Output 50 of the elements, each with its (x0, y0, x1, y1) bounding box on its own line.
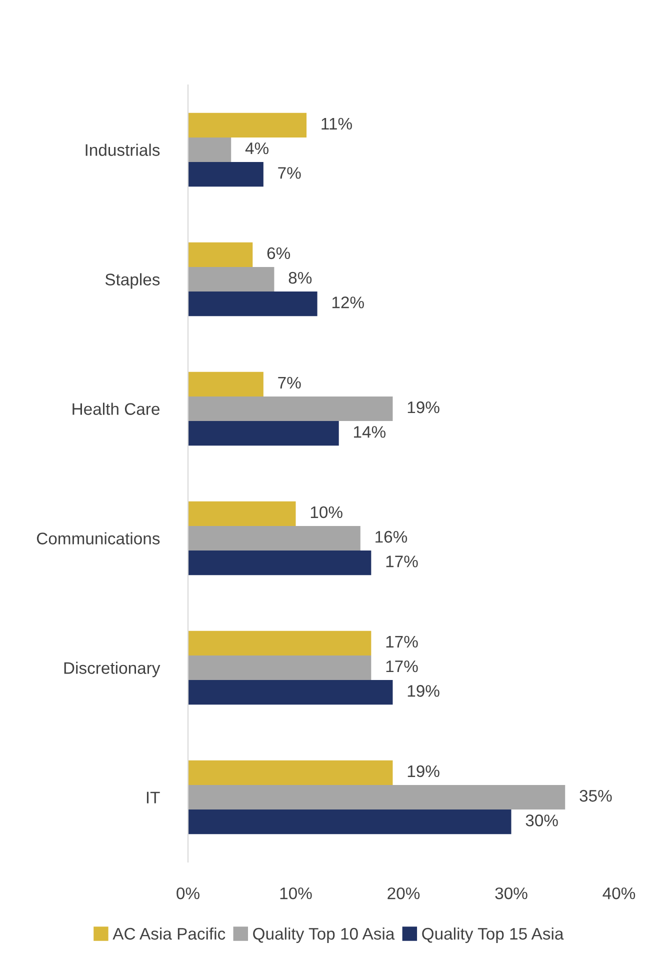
bar (188, 242, 253, 267)
bar (188, 501, 296, 526)
legend-label: AC Asia Pacific (112, 927, 226, 940)
data-label: 19% (408, 765, 440, 778)
data-label: 7% (278, 167, 301, 179)
bar (188, 550, 372, 576)
y-tick-label: Health Care (72, 402, 160, 415)
y-tick-label: Communications (36, 532, 160, 544)
data-label: 16% (376, 530, 408, 543)
bar (188, 292, 318, 316)
y-tick-label: IT (146, 792, 160, 804)
bar (188, 137, 232, 162)
x-tick-label: 40% (602, 887, 636, 900)
bar (188, 396, 393, 422)
data-label: 14% (354, 426, 386, 438)
legend-label: Quality Top 10 Asia (253, 927, 395, 943)
data-label: 4% (245, 142, 268, 154)
x-tick-label: 0% (176, 887, 200, 900)
bar (188, 526, 360, 551)
bar (188, 760, 393, 785)
data-label: 10% (310, 506, 342, 518)
y-tick-label: Industrials (86, 144, 160, 156)
data-label: 30% (526, 814, 558, 826)
legend-label: Quality Top 15 Asia (422, 927, 564, 943)
bar (188, 162, 264, 187)
bar (188, 810, 512, 834)
data-label: 6% (267, 247, 290, 260)
bar (188, 421, 339, 446)
y-tick-label: Staples (105, 273, 160, 289)
data-label: 17% (386, 636, 418, 648)
data-label: 17% (386, 660, 418, 672)
bar (188, 266, 274, 292)
bar (188, 784, 566, 810)
bar (188, 655, 372, 680)
data-label: 17% (386, 556, 418, 568)
x-tick-label: 10% (280, 887, 312, 900)
x-tick-label: 20% (388, 887, 420, 900)
bar (188, 680, 393, 705)
data-label: 19% (408, 685, 440, 697)
y-tick-label: Discretionary (64, 662, 160, 678)
data-label: 11% (322, 118, 352, 130)
bar (188, 630, 372, 656)
bar (188, 112, 307, 138)
data-label: 7% (278, 376, 301, 389)
data-label: 19% (408, 401, 440, 414)
data-label: 35% (580, 790, 612, 802)
x-tick-label: 30% (495, 887, 528, 900)
data-label: 8% (288, 272, 312, 284)
bar (188, 372, 264, 396)
data-label: 12% (332, 296, 364, 308)
